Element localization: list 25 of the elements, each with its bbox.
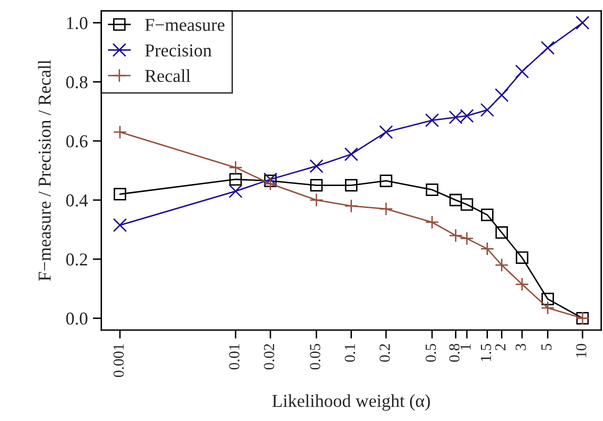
x-tick-label: 0.8: [449, 344, 460, 362]
x-tick-label: 0.2: [380, 344, 390, 362]
x-tick-label: 10: [576, 344, 586, 358]
y-tick-label: 0.6: [66, 135, 88, 148]
x-tick-label: 3: [516, 344, 526, 350]
x-tick-label: 1: [460, 344, 471, 350]
y-tick-label: 0.8: [66, 76, 88, 88]
x-tick-label: 0.05: [310, 344, 320, 370]
x-axis-title: Likelihood weight (α): [272, 394, 430, 411]
x-tick-label: 0.1: [344, 344, 356, 362]
x-tick-label: 0.001: [113, 344, 124, 378]
x-tick-label: 1.5: [480, 344, 492, 362]
y-tick-label: 0.4: [66, 194, 88, 207]
legend-label: Precision: [145, 44, 212, 56]
x-tick-label: 2: [495, 344, 506, 350]
legend-label: F−measure: [145, 18, 224, 31]
legend-label: Recall: [145, 69, 190, 82]
y-tick-label: 0.2: [66, 253, 88, 266]
x-tick-label: 0.5: [426, 344, 436, 362]
x-tick-label: 0.01: [229, 344, 240, 370]
x-tick-label: 5: [541, 344, 552, 350]
y-axis-title: F−measure / Precision / Recall: [38, 60, 51, 281]
y-tick-label: 1.0: [67, 17, 88, 30]
y-tick-label: 0.0: [66, 312, 88, 325]
x-tick-label: 0.02: [264, 344, 274, 370]
